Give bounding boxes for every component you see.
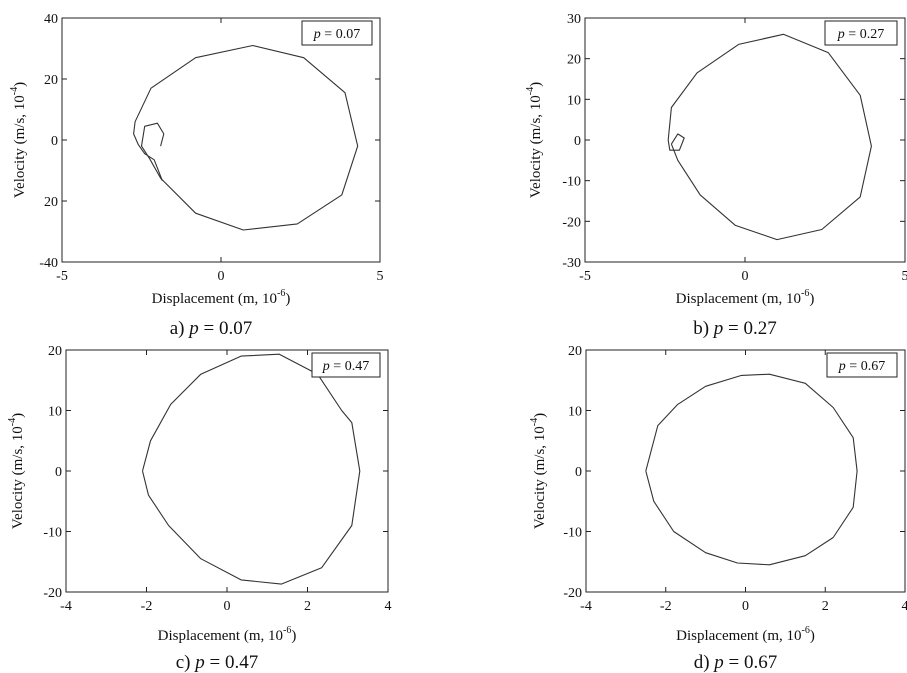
- y-tick-label: -30: [562, 256, 581, 271]
- y-tick-label: 20: [567, 53, 581, 68]
- legend-box: [311, 352, 381, 378]
- chart-panel-1: -5 0 5 -40 20 0 20 40 p = 0.07 Displacement (m, 1…: [9, 12, 384, 339]
- x-tick-label: 0: [742, 599, 749, 614]
- legend-box: [826, 352, 898, 378]
- y-tick-label: 20: [44, 195, 58, 210]
- subfigure-caption: d) p = 0.67: [694, 652, 778, 673]
- y-tick-label: -10: [563, 526, 582, 541]
- x-axis-label: Displacement (m, 10-6): [152, 288, 291, 307]
- series-line: [133, 44, 359, 231]
- x-tick-label: 2: [304, 599, 311, 614]
- legend-label: p = 0.47: [322, 359, 369, 374]
- x-axis-label: Displacement (m, 10-6): [158, 625, 297, 644]
- legend-box: [824, 20, 898, 46]
- y-tick-label: -20: [563, 586, 582, 601]
- y-tick-label: 10: [48, 405, 62, 420]
- y-tick-label: -10: [562, 175, 581, 190]
- x-tick-label: 4: [902, 599, 907, 614]
- plot-frame: [584, 17, 906, 263]
- y-tick-label: 20: [44, 73, 58, 88]
- series-line: [141, 353, 361, 585]
- y-tick-label: -40: [39, 256, 58, 271]
- x-tick-label: -5: [56, 269, 68, 284]
- y-tick-label: 20: [48, 344, 62, 359]
- y-tick-label: 30: [567, 12, 581, 27]
- series-line: [645, 373, 858, 566]
- x-tick-label: -2: [141, 599, 153, 614]
- y-tick-label: 10: [567, 93, 581, 108]
- x-tick-label: -5: [579, 269, 591, 284]
- y-tick-label: 0: [55, 465, 62, 480]
- subfigure-caption: b) p = 0.27: [693, 318, 777, 339]
- y-tick-label: 0: [575, 465, 582, 480]
- x-tick-label: -4: [60, 599, 72, 614]
- plot-frame: [65, 349, 389, 593]
- y-axis-label: Velocity (m/s, 10-4): [7, 413, 26, 529]
- x-tick-label: 0: [224, 599, 231, 614]
- y-tick-label: 10: [568, 405, 582, 420]
- legend-label: p = 0.07: [313, 27, 360, 42]
- legend-box: [301, 20, 373, 46]
- legend-label: p = 0.27: [837, 27, 884, 42]
- y-tick-label: -20: [562, 215, 581, 230]
- x-tick-label: 0: [742, 269, 749, 284]
- y-tick-label: -10: [43, 526, 62, 541]
- x-tick-label: 5: [902, 269, 907, 284]
- subfigure-caption: c) p = 0.47: [176, 652, 258, 673]
- legend-label: p = 0.67: [838, 359, 885, 374]
- y-axis-label: Velocity (m/s, 10-4): [9, 82, 28, 198]
- y-tick-label: 0: [51, 134, 58, 149]
- x-tick-label: -2: [660, 599, 672, 614]
- x-axis-label: Displacement (m, 10-6): [676, 288, 815, 307]
- y-axis-label: Velocity (m/s, 10-4): [529, 413, 548, 529]
- plot-frame: [61, 17, 381, 263]
- y-tick-label: -20: [43, 586, 62, 601]
- x-tick-label: 0: [218, 269, 225, 284]
- x-tick-label: 4: [385, 599, 392, 614]
- subfigure-caption: a) p = 0.07: [170, 318, 252, 339]
- y-axis-label: Velocity (m/s, 10-4): [525, 82, 544, 198]
- chart-panel-2: -5 0 5 -30 -20 -10 0 10 20 30 p = 0.27 Displacement…: [525, 12, 907, 339]
- y-tick-label: 0: [574, 134, 581, 149]
- x-tick-label: 2: [822, 599, 829, 614]
- x-axis-label: Displacement (m, 10-6): [676, 625, 815, 644]
- series-line: [667, 33, 872, 241]
- y-tick-label: 40: [44, 12, 58, 27]
- x-tick-label: 5: [377, 269, 384, 284]
- x-tick-label: -4: [580, 599, 592, 614]
- y-tick-label: 20: [568, 344, 582, 359]
